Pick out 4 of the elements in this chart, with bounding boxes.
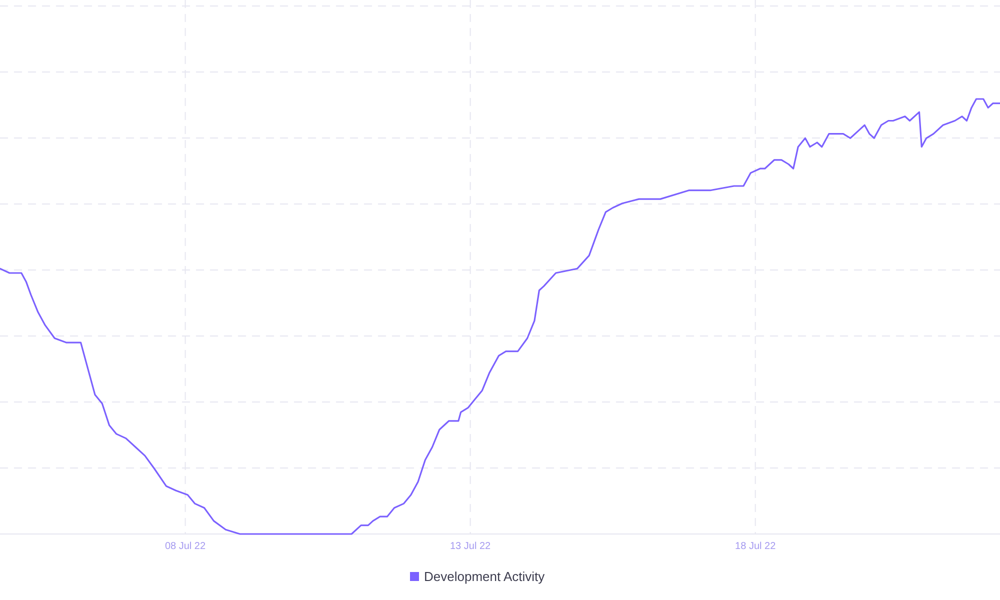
- x-tick-label: 18 Jul 22: [735, 541, 776, 552]
- x-tick-label: 13 Jul 22: [450, 541, 492, 552]
- legend-label: Development Activity: [424, 569, 546, 584]
- x-tick-label: 08 Jul 22: [164, 541, 206, 552]
